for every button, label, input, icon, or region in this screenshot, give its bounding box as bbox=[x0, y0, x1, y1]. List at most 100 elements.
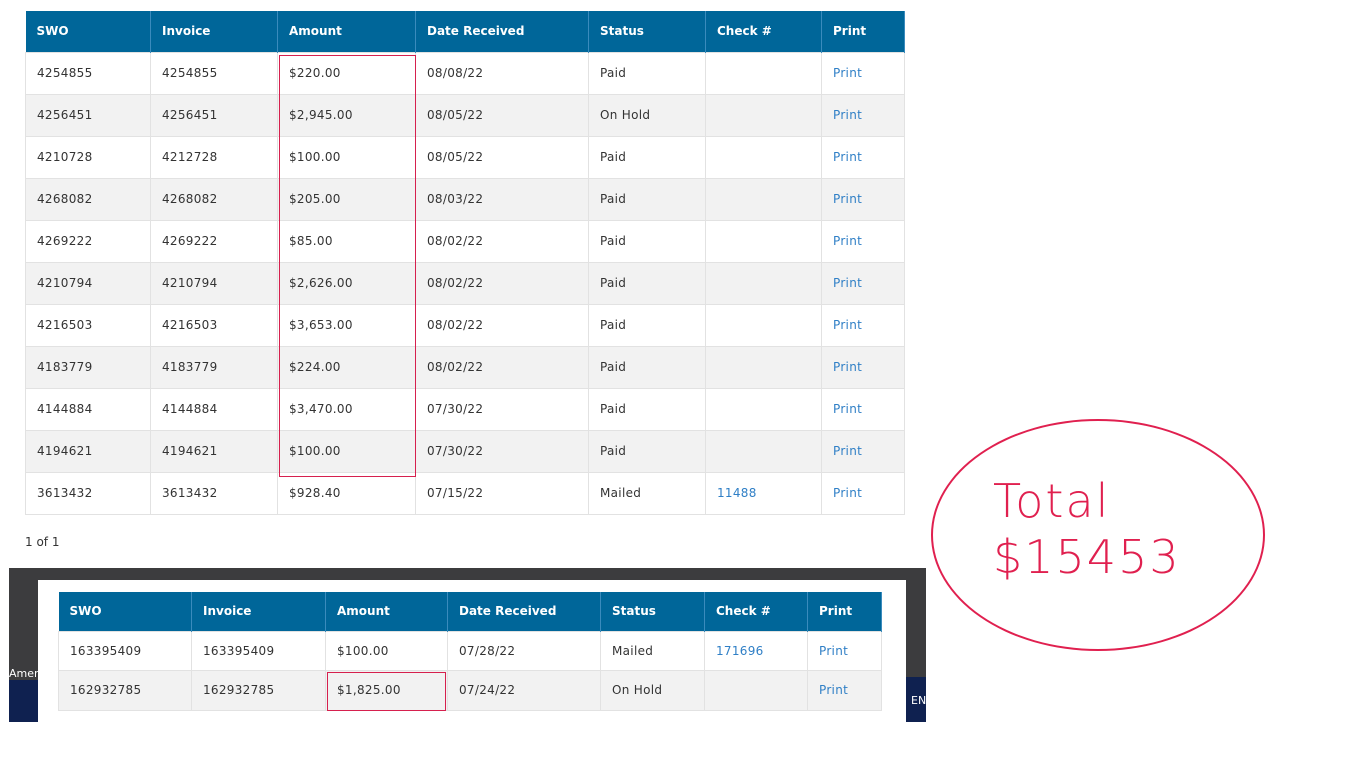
table-cell: Paid bbox=[588, 429, 706, 473]
check-number-link[interactable]: 171696 bbox=[704, 630, 808, 671]
background-navbar-right bbox=[906, 677, 926, 722]
table-cell: 08/02/22 bbox=[415, 261, 589, 305]
table-cell: 4210794 bbox=[150, 261, 278, 305]
table-row: 3613432 3613432 $928.40 07/15/22 Mailed 11488… bbox=[25, 471, 905, 515]
pagination-text: 1 of 1 bbox=[25, 535, 60, 549]
print-link[interactable]: Print bbox=[821, 93, 905, 137]
check-number-link bbox=[705, 93, 822, 137]
column-header: Invoice bbox=[150, 11, 278, 52]
check-number-link bbox=[705, 177, 822, 221]
table-cell: 4269222 bbox=[25, 219, 151, 263]
table-cell: 4216503 bbox=[25, 303, 151, 347]
table-cell: 3613432 bbox=[25, 471, 151, 515]
print-link[interactable]: Print bbox=[821, 429, 905, 473]
table-row: 4210794 4210794 $2,626.00 08/02/22 Paid Print bbox=[25, 261, 905, 305]
table-cell: 4210728 bbox=[25, 135, 151, 179]
table-cell: 4256451 bbox=[25, 93, 151, 137]
table-cell: On Hold bbox=[600, 670, 705, 711]
print-link[interactable]: Print bbox=[821, 177, 905, 221]
table-row: 4194621 4194621 $100.00 07/30/22 Paid Print bbox=[25, 429, 905, 473]
table-cell: Paid bbox=[588, 219, 706, 263]
table-cell: 163395409 bbox=[191, 630, 326, 671]
invoice-table-2: SWO Invoice Amount Date Received Status Check… bbox=[58, 592, 882, 711]
amount-highlight-box-2 bbox=[327, 672, 446, 711]
table-cell: 4144884 bbox=[25, 387, 151, 431]
table-row: 4183779 4183779 $224.00 08/02/22 Paid Print bbox=[25, 345, 905, 389]
table-cell: 08/08/22 bbox=[415, 51, 589, 95]
print-link[interactable]: Print bbox=[821, 387, 905, 431]
background-text-left: Ameri bbox=[9, 667, 38, 680]
table-cell: 162932785 bbox=[191, 670, 326, 711]
print-link[interactable]: Print bbox=[821, 135, 905, 179]
check-number-link bbox=[705, 303, 822, 347]
print-link[interactable]: Print bbox=[807, 630, 882, 671]
column-header: SWO bbox=[58, 592, 192, 631]
table-cell: Paid bbox=[588, 345, 706, 389]
table-cell: 07/30/22 bbox=[415, 429, 589, 473]
table-cell: 163395409 bbox=[58, 630, 192, 671]
table-cell: 07/30/22 bbox=[415, 387, 589, 431]
check-number-link bbox=[705, 387, 822, 431]
print-link[interactable]: Print bbox=[821, 345, 905, 389]
table-cell: 08/02/22 bbox=[415, 303, 589, 347]
check-number-link bbox=[704, 670, 808, 711]
column-header: Check # bbox=[705, 11, 822, 52]
table-cell: 162932785 bbox=[58, 670, 192, 711]
invoice-table: SWO Invoice Amount Date Received Status Check… bbox=[25, 11, 905, 515]
table-cell: 4144884 bbox=[150, 387, 278, 431]
table-cell: $2,626.00 bbox=[277, 261, 416, 305]
table-row: 4210728 4212728 $100.00 08/05/22 Paid Print bbox=[25, 135, 905, 179]
print-link[interactable]: Print bbox=[821, 51, 905, 95]
table-row: 4144884 4144884 $3,470.00 07/30/22 Paid Print bbox=[25, 387, 905, 431]
table-cell: Paid bbox=[588, 135, 706, 179]
table-cell: $205.00 bbox=[277, 177, 416, 221]
print-link[interactable]: Print bbox=[821, 303, 905, 347]
table-cell: 4216503 bbox=[150, 303, 278, 347]
table-cell: 08/02/22 bbox=[415, 219, 589, 263]
column-header: Date Received bbox=[415, 11, 589, 52]
table-row: 4256451 4256451 $2,945.00 08/05/22 On Hold Pr… bbox=[25, 93, 905, 137]
column-header: SWO bbox=[25, 11, 151, 52]
table-cell: 4194621 bbox=[25, 429, 151, 473]
check-number-link bbox=[705, 135, 822, 179]
print-link[interactable]: Print bbox=[821, 471, 905, 515]
table-cell: $928.40 bbox=[277, 471, 416, 515]
check-number-link bbox=[705, 429, 822, 473]
total-annotation-circle bbox=[931, 419, 1265, 651]
column-header: Print bbox=[821, 11, 905, 52]
table-cell: 07/28/22 bbox=[447, 630, 601, 671]
column-header: Check # bbox=[704, 592, 808, 631]
table-row: 4254855 4254855 $220.00 08/08/22 Paid Print bbox=[25, 51, 905, 95]
table-cell: 08/02/22 bbox=[415, 345, 589, 389]
table-cell: $1,825.00 bbox=[325, 670, 448, 711]
amount-highlight-box bbox=[279, 55, 416, 477]
print-link[interactable]: Print bbox=[821, 261, 905, 305]
table-cell: Mailed bbox=[588, 471, 706, 515]
column-header: Invoice bbox=[191, 592, 326, 631]
print-link[interactable]: Print bbox=[821, 219, 905, 263]
background-navbar-left bbox=[9, 680, 38, 722]
check-number-link bbox=[705, 345, 822, 389]
table-cell: 07/15/22 bbox=[415, 471, 589, 515]
table-cell: $100.00 bbox=[277, 135, 416, 179]
total-label: Total bbox=[993, 474, 1111, 528]
table-cell: 07/24/22 bbox=[447, 670, 601, 711]
column-header: Print bbox=[807, 592, 882, 631]
table-cell: 4256451 bbox=[150, 93, 278, 137]
table-cell: Mailed bbox=[600, 630, 705, 671]
table-cell: 4254855 bbox=[150, 51, 278, 95]
table-cell: Paid bbox=[588, 261, 706, 305]
table-cell: $220.00 bbox=[277, 51, 416, 95]
table-row: 4268082 4268082 $205.00 08/03/22 Paid Print bbox=[25, 177, 905, 221]
print-link[interactable]: Print bbox=[807, 670, 882, 711]
table-cell: On Hold bbox=[588, 93, 706, 137]
table-row: 163395409 163395409 $100.00 07/28/22 Mailed 1… bbox=[58, 630, 882, 671]
table-cell: Paid bbox=[588, 177, 706, 221]
table-row: 162932785 162932785 $1,825.00 07/24/22 On Ho… bbox=[58, 670, 882, 711]
table-cell: 4210794 bbox=[25, 261, 151, 305]
check-number-link[interactable]: 11488 bbox=[705, 471, 822, 515]
column-header: Amount bbox=[277, 11, 416, 52]
table-cell: 4268082 bbox=[25, 177, 151, 221]
table-cell: 4183779 bbox=[150, 345, 278, 389]
table-row: 4216503 4216503 $3,653.00 08/02/22 Paid Print bbox=[25, 303, 905, 347]
